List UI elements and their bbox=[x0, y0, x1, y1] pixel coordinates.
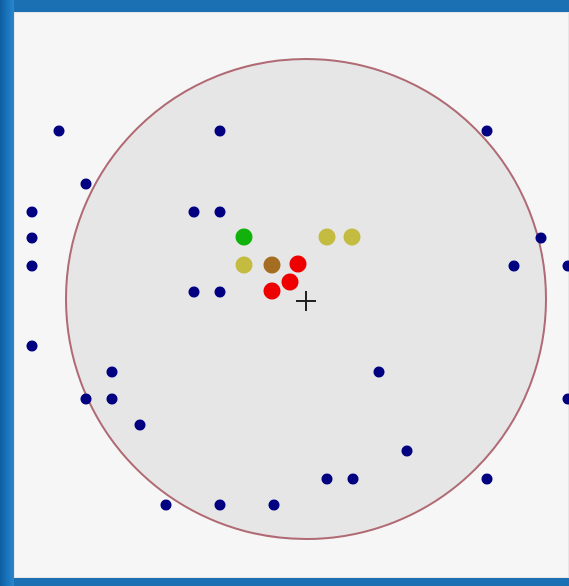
neighbor-point-brown[interactable] bbox=[263, 256, 281, 274]
data-point[interactable] bbox=[268, 499, 280, 511]
neighbor-point-olive[interactable] bbox=[343, 228, 361, 246]
data-point[interactable] bbox=[80, 178, 92, 190]
data-point[interactable] bbox=[347, 473, 359, 485]
data-point[interactable] bbox=[80, 393, 92, 405]
data-point[interactable] bbox=[188, 206, 200, 218]
data-point[interactable] bbox=[214, 125, 226, 137]
neighbor-point-red[interactable] bbox=[289, 255, 307, 273]
point-layer bbox=[26, 125, 569, 511]
data-point[interactable] bbox=[26, 340, 38, 352]
data-point[interactable] bbox=[321, 473, 333, 485]
crosshair-cursor-icon bbox=[296, 291, 316, 311]
data-point[interactable] bbox=[508, 260, 520, 272]
data-point[interactable] bbox=[214, 286, 226, 298]
data-point[interactable] bbox=[106, 393, 118, 405]
data-point[interactable] bbox=[373, 366, 385, 378]
neighbor-point-olive[interactable] bbox=[235, 256, 253, 274]
data-point[interactable] bbox=[26, 232, 38, 244]
data-point[interactable] bbox=[401, 445, 413, 457]
data-point[interactable] bbox=[160, 499, 172, 511]
data-point[interactable] bbox=[481, 473, 493, 485]
data-point[interactable] bbox=[26, 206, 38, 218]
data-point[interactable] bbox=[188, 286, 200, 298]
data-point[interactable] bbox=[134, 419, 146, 431]
window-left-border bbox=[0, 0, 14, 586]
data-point[interactable] bbox=[214, 206, 226, 218]
nearest-point-green[interactable] bbox=[235, 228, 253, 246]
neighbor-point-olive[interactable] bbox=[318, 228, 336, 246]
data-point[interactable] bbox=[481, 125, 493, 137]
data-point[interactable] bbox=[562, 260, 569, 272]
neighbor-point-red[interactable] bbox=[263, 282, 281, 300]
data-point[interactable] bbox=[53, 125, 65, 137]
point-canvas[interactable] bbox=[14, 12, 569, 578]
canvas-panel[interactable] bbox=[14, 12, 569, 578]
data-point[interactable] bbox=[562, 393, 569, 405]
neighbor-point-red[interactable] bbox=[281, 273, 299, 291]
data-point[interactable] bbox=[535, 232, 547, 244]
data-point[interactable] bbox=[106, 366, 118, 378]
data-point[interactable] bbox=[214, 499, 226, 511]
data-point[interactable] bbox=[26, 260, 38, 272]
